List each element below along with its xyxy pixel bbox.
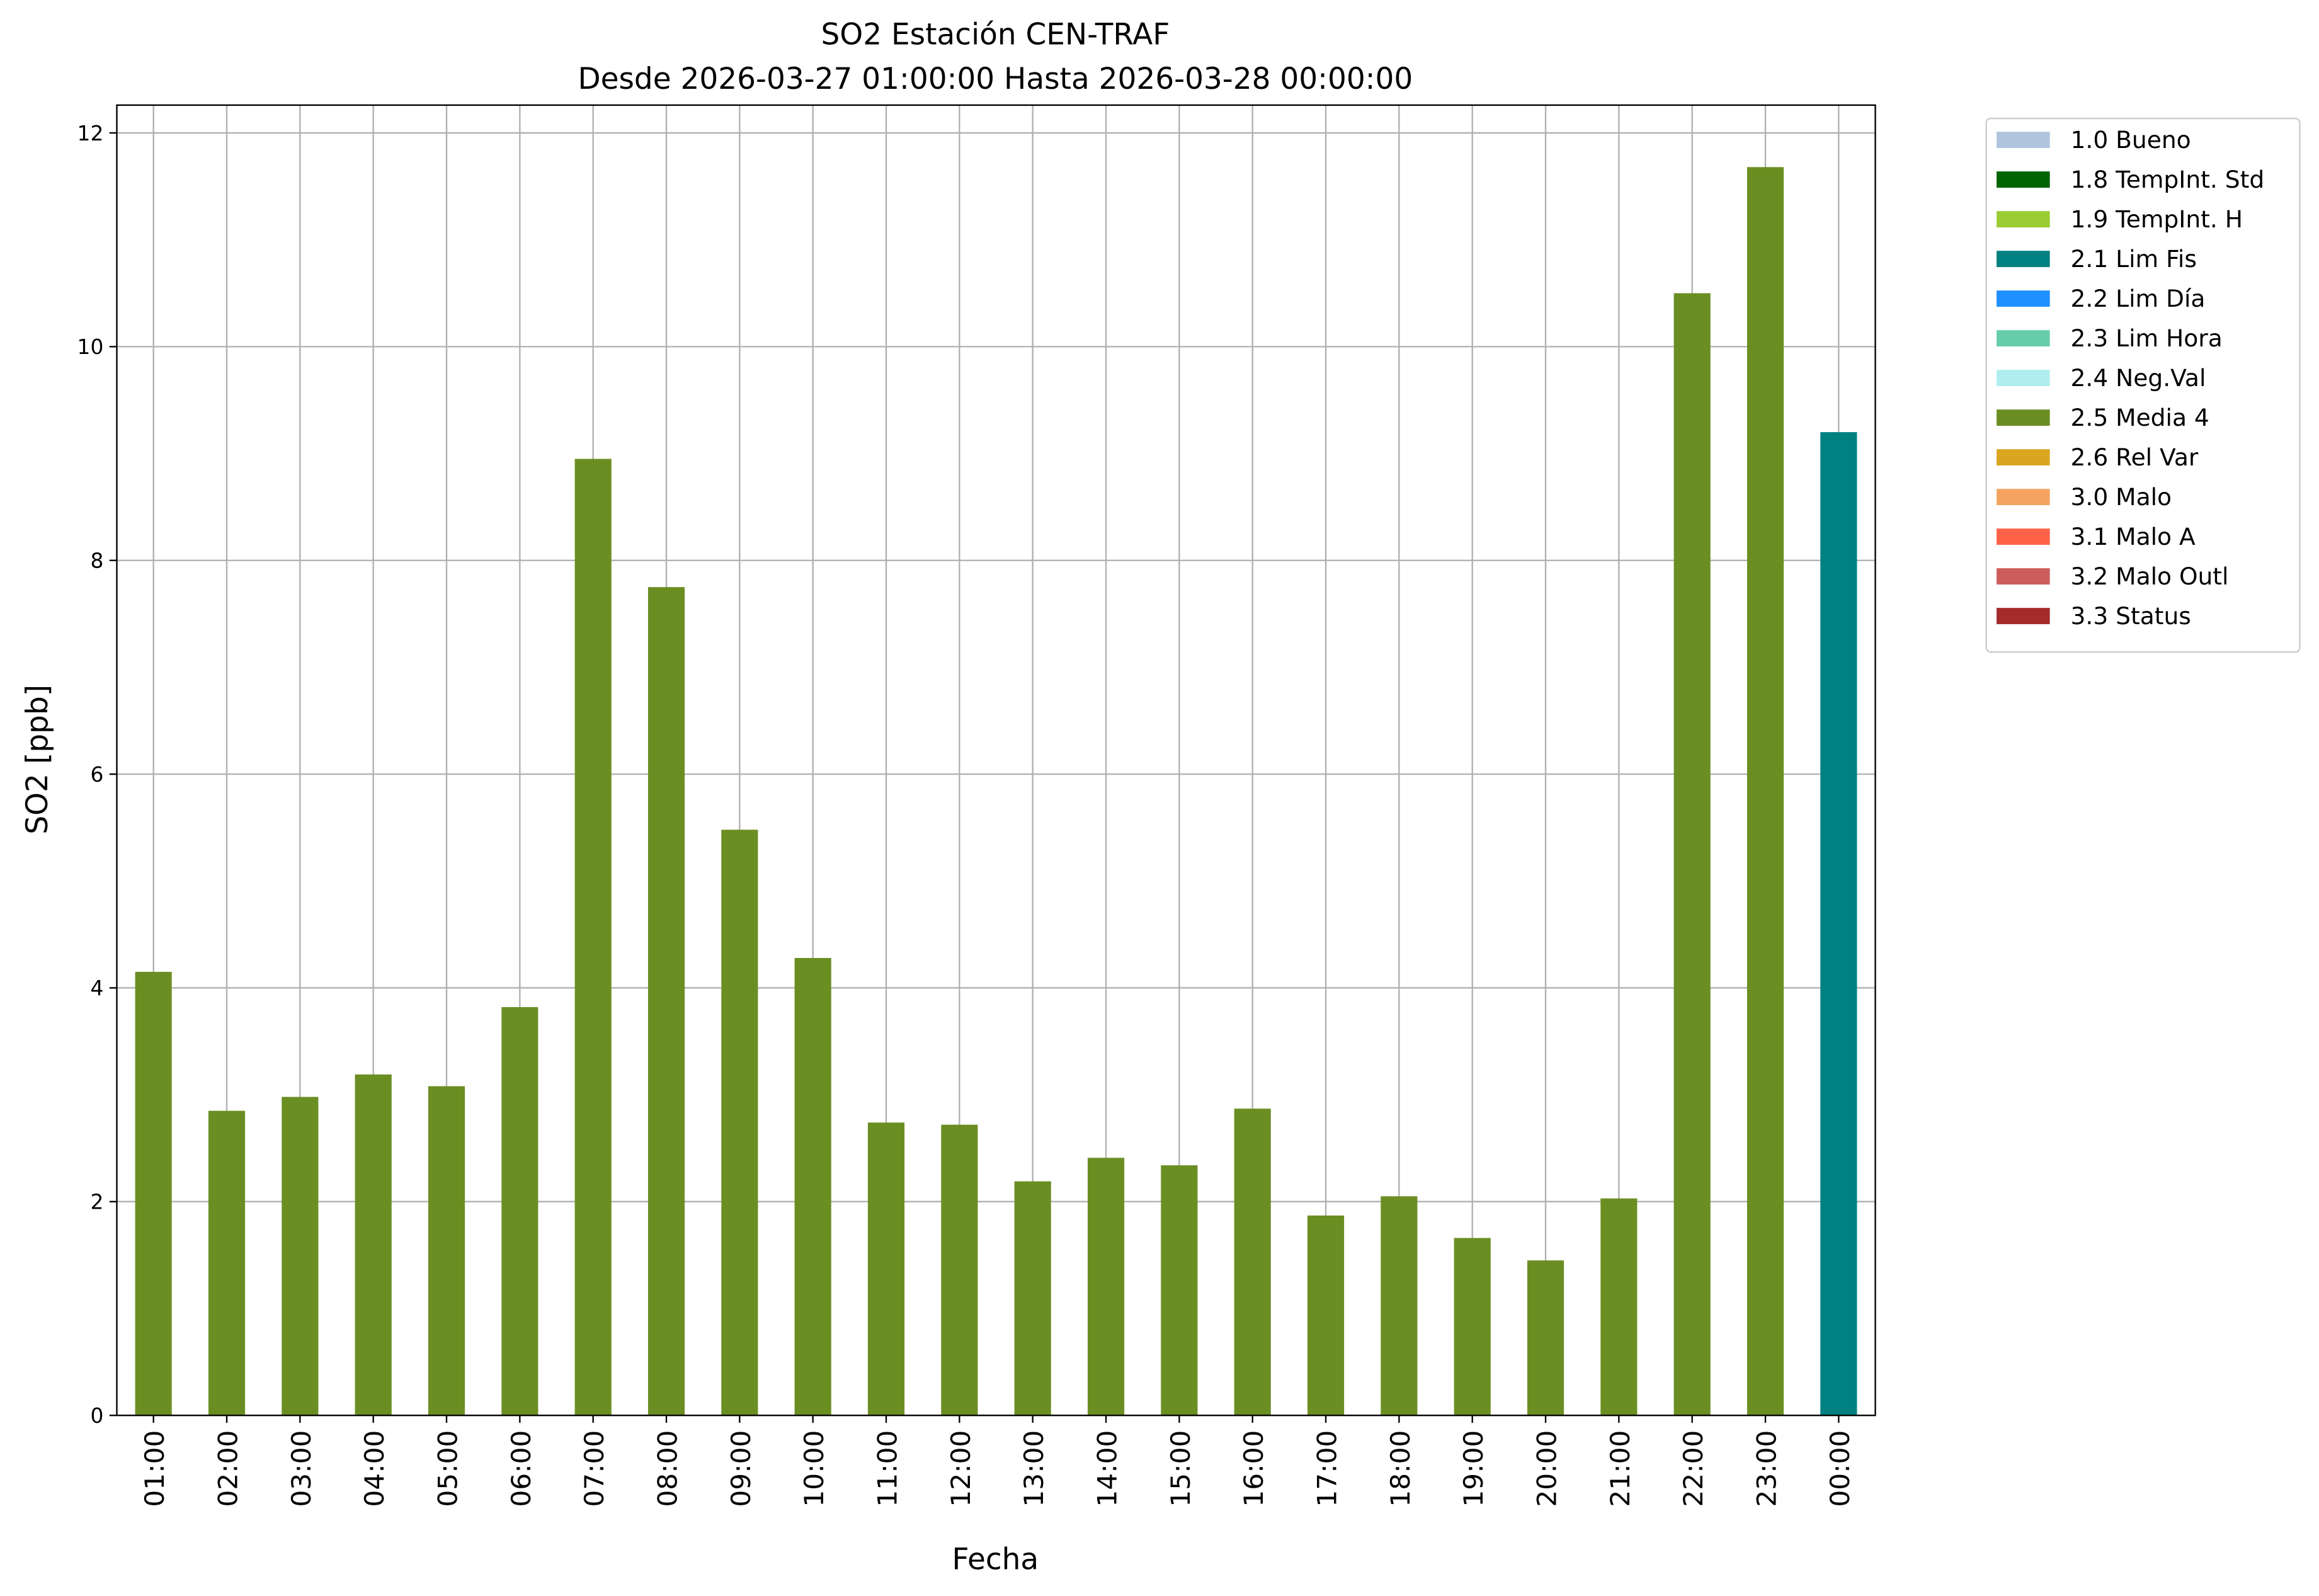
bar	[721, 829, 758, 1416]
bar	[647, 587, 685, 1416]
x-tick-label: 00:00	[1825, 1430, 1855, 1507]
legend-swatch	[1997, 489, 2050, 506]
x-tick-label: 17:00	[1311, 1430, 1342, 1507]
y-tick-label: 4	[90, 976, 103, 1000]
x-tick-label: 09:00	[726, 1430, 756, 1507]
legend-label: 1.0 Bueno	[2071, 126, 2191, 154]
chart-title: SO2 Estación CEN-TRAF	[821, 17, 1170, 52]
y-tick-label: 10	[77, 334, 104, 359]
x-tick-label: 12:00	[945, 1430, 976, 1507]
bar	[794, 957, 831, 1416]
x-tick-label: 14:00	[1091, 1430, 1122, 1507]
x-tick-label: 13:00	[1018, 1430, 1049, 1507]
x-tick-label: 19:00	[1458, 1430, 1489, 1507]
bar	[1746, 167, 1784, 1416]
legend-label: 2.2 Lim Día	[2071, 285, 2206, 312]
x-tick-label: 16:00	[1238, 1430, 1269, 1507]
legend-label: 3.1 Malo A	[2071, 523, 2196, 550]
bar	[1820, 432, 1857, 1416]
y-tick-label: 6	[90, 762, 103, 787]
legend-swatch	[1997, 608, 2050, 625]
chart-subtitle: Desde 2026-03-27 01:00:00 Hasta 2026-03-…	[578, 62, 1413, 96]
x-tick-label: 15:00	[1165, 1430, 1196, 1507]
bar	[1161, 1165, 1198, 1416]
x-tick-label: 20:00	[1531, 1430, 1562, 1507]
legend-swatch	[1997, 290, 2050, 307]
bar	[1600, 1198, 1638, 1416]
bar	[428, 1086, 465, 1416]
legend-label: 2.5 Media 4	[2071, 404, 2209, 431]
y-tick-label: 2	[90, 1190, 103, 1214]
x-tick-label: 08:00	[652, 1430, 683, 1507]
y-axis-label: SO2 [ppb]	[20, 685, 55, 835]
legend-swatch	[1997, 449, 2050, 466]
bar	[501, 1007, 538, 1416]
legend-swatch	[1997, 528, 2050, 545]
legend-label: 2.4 Neg.Val	[2071, 364, 2206, 392]
legend-label: 2.1 Lim Fis	[2071, 245, 2197, 273]
y-tick-label: 12	[77, 121, 104, 145]
legend-swatch	[1997, 171, 2050, 188]
legend-swatch	[1997, 132, 2050, 149]
legend-swatch	[1997, 330, 2050, 347]
legend-swatch	[1997, 251, 2050, 268]
bar	[1454, 1238, 1491, 1416]
x-tick-label: 11:00	[872, 1430, 903, 1507]
legend-box	[1985, 117, 2301, 653]
bar	[1673, 293, 1711, 1416]
bar	[1087, 1158, 1125, 1416]
bar	[574, 459, 612, 1416]
legend-swatch	[1997, 568, 2050, 585]
x-tick-label: 06:00	[506, 1430, 537, 1507]
bar	[1234, 1109, 1271, 1416]
plot-frame	[116, 104, 1876, 1416]
bar	[208, 1110, 246, 1416]
bar	[1527, 1260, 1564, 1416]
x-tick-label: 07:00	[579, 1430, 610, 1507]
x-tick-label: 22:00	[1678, 1430, 1709, 1507]
bar	[1307, 1215, 1345, 1416]
x-tick-label: 01:00	[139, 1430, 170, 1507]
legend-swatch	[1997, 370, 2050, 387]
bar	[282, 1097, 319, 1416]
x-tick-label: 03:00	[286, 1430, 317, 1507]
x-tick-label: 10:00	[799, 1430, 829, 1507]
legend-label: 2.6 Rel Var	[2071, 443, 2199, 471]
legend-label: 3.0 Malo	[2071, 483, 2172, 511]
x-tick-label: 18:00	[1385, 1430, 1416, 1507]
bar	[1381, 1196, 1418, 1416]
y-tick-label: 8	[90, 548, 103, 573]
legend-swatch	[1997, 211, 2050, 228]
legend-label: 1.9 TempInt. H	[2071, 205, 2243, 233]
x-axis-label: Fecha	[952, 1542, 1039, 1577]
x-tick-label: 23:00	[1751, 1430, 1782, 1507]
bar	[355, 1074, 392, 1416]
bar	[867, 1122, 905, 1416]
legend-label: 1.8 TempInt. Std	[2071, 166, 2265, 193]
bar	[941, 1124, 978, 1416]
legend-label: 3.3 Status	[2071, 602, 2191, 630]
bar	[135, 972, 172, 1416]
bar	[1014, 1181, 1051, 1416]
legend-label: 3.2 Malo Outl	[2071, 562, 2229, 590]
legend-swatch	[1997, 409, 2050, 426]
x-tick-label: 04:00	[359, 1430, 390, 1507]
y-tick-label: 0	[90, 1403, 103, 1428]
legend-label: 2.3 Lim Hora	[2071, 324, 2223, 352]
x-tick-label: 02:00	[212, 1430, 243, 1507]
x-tick-label: 05:00	[432, 1430, 463, 1507]
x-tick-label: 21:00	[1605, 1430, 1636, 1507]
